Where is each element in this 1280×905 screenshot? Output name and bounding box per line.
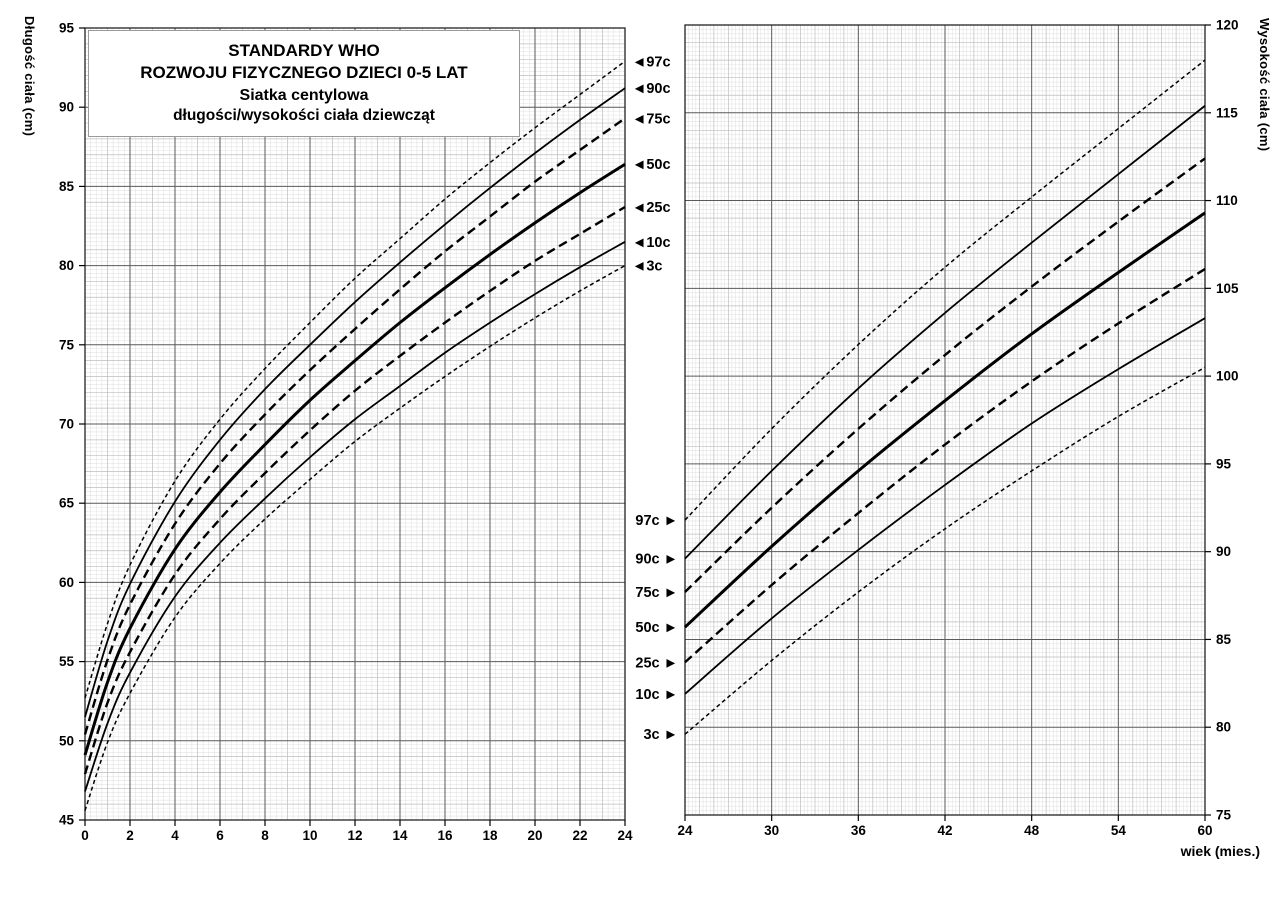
y-tick-label: 50 [59,733,74,748]
y-tick-label: 120 [1216,18,1239,33]
percentile-label-97c: 97c ► [635,513,678,529]
y-tick-label: 80 [59,258,74,273]
x-tick-label: 24 [617,828,633,843]
y-tick-label: 110 [1216,193,1238,208]
x-axis-title: wiek (mies.) [1180,843,1260,859]
y-tick-label: 90 [1216,544,1231,559]
y-tick-label: 70 [59,417,74,432]
percentile-curve-3c [84,264,626,811]
percentile-label-3c: ◄3c [632,259,662,275]
title-line-3: Siatka centylowa [239,86,369,104]
x-tick-label: 10 [302,828,317,843]
x-tick-label: 18 [482,828,498,843]
x-tick-label: 22 [572,828,587,843]
y-tick-label: 85 [1216,632,1232,647]
y-tick-label: 80 [1216,720,1231,735]
x-tick-label: 0 [81,828,89,843]
percentile-label-25c: 25c ► [635,655,678,671]
x-tick-label: 6 [216,828,224,843]
percentile-label-10c: 10c ► [635,687,678,703]
percentile-label-90c: ◄90c [632,81,671,97]
percentile-label-50c: 50c ► [635,620,678,636]
title-line-4: długości/wysokości ciała dziewcząt [173,106,435,124]
y-tick-label: 90 [59,100,74,115]
percentile-curve-3c [684,366,1206,735]
title-line-1: STANDARDY WHO [228,41,380,60]
percentile-curve-10c [84,241,626,792]
y-tick-label: 55 [59,654,75,669]
y-tick-label: 75 [59,337,75,352]
x-tick-label: 54 [1111,823,1127,838]
percentile-label-50c: ◄50c [632,157,671,173]
x-tick-label: 12 [347,828,362,843]
percentile-curve-50c [683,211,1206,629]
percentile-curve-90c [84,87,626,718]
y-tick-label: 65 [59,496,75,511]
percentile-label-97c: ◄97c [632,54,671,70]
percentile-label-75c: ◄75c [632,111,671,127]
title-line-2: ROZWOJU FIZYCZNEGO DZIECI 0-5 LAT [140,63,468,83]
y-tick-label: 100 [1216,369,1239,384]
percentile-label-10c: ◄10c [632,235,671,251]
y-tick-label: 45 [59,813,75,828]
x-tick-label: 16 [437,828,453,843]
x-tick-label: 14 [392,828,408,843]
right-y-axis-title: Wysokość ciała (cm) [1257,18,1272,152]
chart-title-box: STANDARDY WHO ROZWOJU FIZYCZNEGO DZIECI … [88,30,520,138]
percentile-label-90c: 90c ► [635,552,678,568]
x-tick-label: 48 [1024,823,1040,838]
chart-height_24_60: 75 80 85 90 95 100 105 110 115 120 24 30 36 42 48 54 60 9… [635,18,1239,839]
x-tick-label: 60 [1197,823,1212,838]
x-tick-label: 4 [171,828,179,843]
percentile-curve-50c [83,162,626,756]
x-tick-label: 2 [126,828,134,843]
percentile-label-3c: 3c ► [643,727,678,743]
x-tick-label: 24 [677,823,693,838]
y-tick-label: 75 [1216,808,1232,823]
percentile-label-75c: 75c ► [635,585,678,601]
y-tick-label: 105 [1216,281,1239,296]
percentile-curve-97c [84,60,626,699]
percentile-curve-75c [83,117,626,735]
y-tick-label: 60 [59,575,74,590]
percentile-curve-25c [684,268,1206,664]
y-tick-label: 95 [59,21,75,36]
percentile-curve-97c [684,59,1206,521]
x-tick-label: 42 [937,823,952,838]
percentile-curve-75c [684,157,1206,593]
x-tick-label: 8 [261,828,269,843]
y-tick-label: 85 [59,179,75,194]
percentile-curve-90c [684,105,1206,560]
x-tick-label: 36 [851,823,867,838]
percentile-label-25c: ◄25c [632,200,671,216]
percentile-curve-25c [83,205,626,775]
left-y-axis-title: Długość ciała (cm) [22,16,37,137]
y-tick-label: 115 [1216,105,1238,120]
x-tick-label: 20 [527,828,542,843]
y-tick-label: 95 [1216,456,1232,471]
percentile-curve-10c [684,317,1206,695]
x-tick-label: 30 [764,823,779,838]
